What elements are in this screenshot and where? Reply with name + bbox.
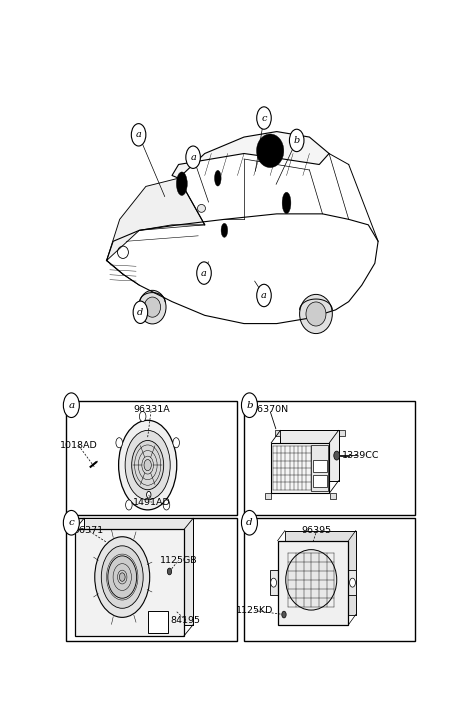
Text: a: a bbox=[201, 268, 207, 278]
Circle shape bbox=[163, 500, 170, 510]
Bar bbox=[265, 493, 271, 499]
Ellipse shape bbox=[282, 192, 291, 214]
Bar bbox=[244, 401, 415, 515]
Bar bbox=[348, 571, 356, 595]
Bar bbox=[313, 459, 326, 472]
Ellipse shape bbox=[139, 290, 166, 324]
Bar bbox=[148, 611, 168, 633]
Circle shape bbox=[147, 491, 151, 498]
Text: 96371: 96371 bbox=[73, 526, 104, 535]
Circle shape bbox=[63, 510, 79, 535]
Ellipse shape bbox=[221, 223, 227, 237]
Bar bbox=[271, 443, 329, 493]
Ellipse shape bbox=[257, 134, 284, 167]
Bar bbox=[66, 518, 237, 641]
Ellipse shape bbox=[95, 537, 150, 617]
Text: 1125GB: 1125GB bbox=[160, 555, 197, 565]
Circle shape bbox=[144, 459, 151, 470]
Bar bbox=[330, 493, 336, 499]
Circle shape bbox=[133, 301, 148, 324]
Circle shape bbox=[197, 262, 211, 284]
Ellipse shape bbox=[214, 170, 221, 186]
Text: c: c bbox=[261, 113, 267, 123]
Text: a: a bbox=[261, 291, 267, 300]
Circle shape bbox=[132, 441, 164, 490]
Circle shape bbox=[289, 129, 304, 152]
Circle shape bbox=[173, 438, 180, 448]
Circle shape bbox=[242, 510, 257, 535]
Text: a: a bbox=[68, 401, 75, 410]
Circle shape bbox=[186, 146, 200, 169]
Ellipse shape bbox=[286, 550, 337, 610]
Circle shape bbox=[334, 451, 340, 460]
Text: 96331A: 96331A bbox=[133, 405, 170, 414]
Ellipse shape bbox=[306, 302, 326, 326]
Text: a: a bbox=[136, 130, 142, 140]
Circle shape bbox=[282, 611, 286, 618]
Circle shape bbox=[257, 107, 271, 129]
Ellipse shape bbox=[119, 573, 125, 582]
Circle shape bbox=[242, 393, 257, 417]
Circle shape bbox=[119, 420, 177, 510]
Bar bbox=[280, 430, 339, 481]
Bar bbox=[274, 430, 280, 436]
Polygon shape bbox=[172, 132, 329, 178]
Text: a: a bbox=[190, 153, 196, 161]
Ellipse shape bbox=[176, 172, 187, 196]
Text: 1491AD: 1491AD bbox=[132, 498, 170, 507]
Bar bbox=[313, 475, 326, 488]
Circle shape bbox=[63, 393, 79, 417]
Polygon shape bbox=[106, 178, 205, 260]
Circle shape bbox=[116, 438, 122, 448]
Bar bbox=[84, 518, 193, 624]
Bar bbox=[270, 571, 278, 595]
Bar bbox=[244, 518, 415, 641]
Bar bbox=[75, 529, 184, 636]
Bar bbox=[278, 541, 348, 624]
Text: 96395: 96395 bbox=[302, 526, 332, 535]
Circle shape bbox=[131, 124, 146, 146]
Ellipse shape bbox=[197, 204, 205, 212]
Text: c: c bbox=[68, 518, 74, 527]
Bar bbox=[285, 531, 356, 614]
Text: 1125KD: 1125KD bbox=[236, 606, 273, 615]
Ellipse shape bbox=[144, 297, 160, 317]
Text: 1018AD: 1018AD bbox=[60, 441, 98, 450]
Circle shape bbox=[126, 500, 132, 510]
Circle shape bbox=[271, 578, 277, 587]
Text: d: d bbox=[246, 518, 253, 527]
Circle shape bbox=[167, 568, 172, 575]
Circle shape bbox=[139, 411, 146, 422]
Text: 96370N: 96370N bbox=[251, 405, 288, 414]
Text: b: b bbox=[294, 136, 300, 145]
Bar bbox=[66, 401, 237, 515]
Circle shape bbox=[349, 578, 356, 587]
Text: d: d bbox=[137, 308, 144, 317]
Text: 1339CC: 1339CC bbox=[341, 451, 379, 460]
Ellipse shape bbox=[300, 294, 333, 334]
Text: b: b bbox=[246, 401, 253, 410]
Ellipse shape bbox=[101, 546, 143, 608]
Text: 84195: 84195 bbox=[171, 616, 201, 624]
Bar bbox=[339, 430, 345, 436]
Circle shape bbox=[257, 284, 271, 307]
Circle shape bbox=[125, 430, 170, 499]
Ellipse shape bbox=[108, 556, 136, 598]
Bar bbox=[311, 445, 328, 491]
